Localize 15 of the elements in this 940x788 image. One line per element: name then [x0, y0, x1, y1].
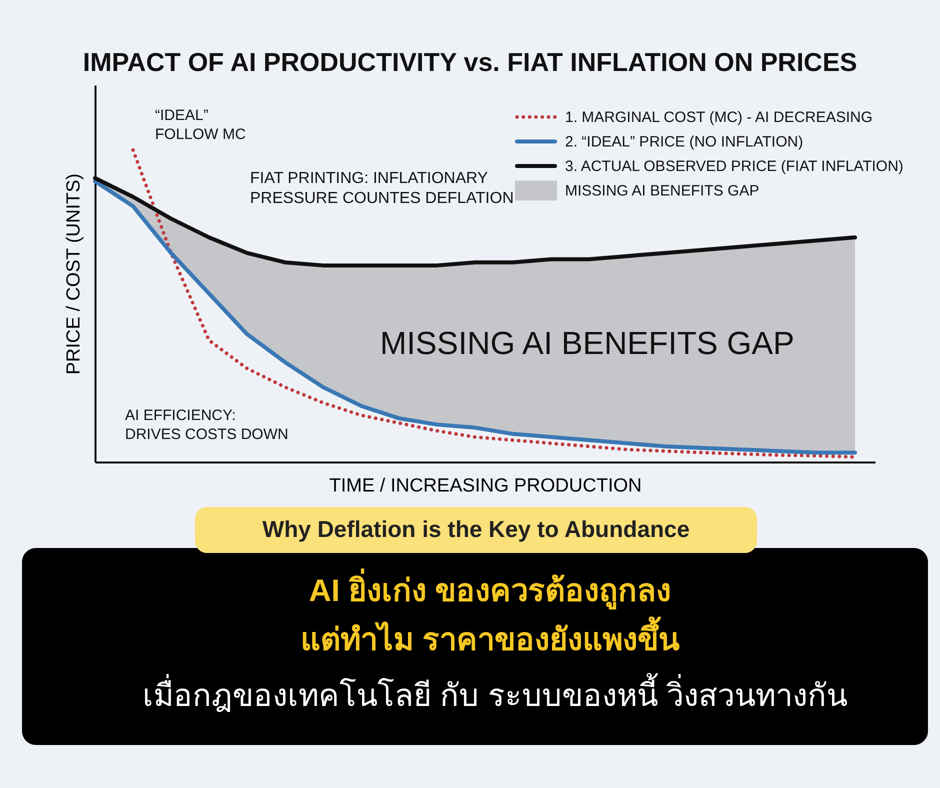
- annotation: MISSING AI BENEFITS GAP: [380, 325, 794, 361]
- text: “IDEAL” FOLLOW MC: [155, 107, 246, 143]
- text: แต่ทำไม ราคาของยังแพงขึ้น: [300, 616, 680, 657]
- text: Why Deflation is the Key to Abundance: [262, 516, 690, 542]
- legend-label: 1. MARGINAL COST (MC) - AI DECREASING: [565, 109, 873, 126]
- annotation: FIAT PRINTING: INFLATIONARY PRESSURE COUNTES DEFLATION: [250, 170, 514, 207]
- chart-title: IMPACT OF AI PRODUCTIVITY vs. FIAT INFLATION ON PRICES: [82, 47, 858, 77]
- legend-label: MISSING AI BENEFITS GAP: [565, 182, 760, 200]
- legend-label: 3. ACTUAL OBSERVED PRICE (FIAT INFLATION): [565, 158, 904, 175]
- y-axis-title: PRICE / COST (UNITS): [64, 173, 84, 375]
- annotation: AI EFFICIENCY: DRIVES COSTS DOWN: [125, 407, 288, 443]
- x-axis-title: TIME / INCREASING PRODUCTION: [329, 476, 642, 496]
- text: เมื่อกฎของเทคโนโลยี กับ ระบบของหนี้ วิ่งสวนทางกัน: [142, 673, 848, 713]
- text: AI ยิ่งเก่ง ของควรต้องถูกลง: [308, 568, 672, 610]
- legend-label: 2. “IDEAL” PRICE (NO INFLATION): [565, 134, 804, 150]
